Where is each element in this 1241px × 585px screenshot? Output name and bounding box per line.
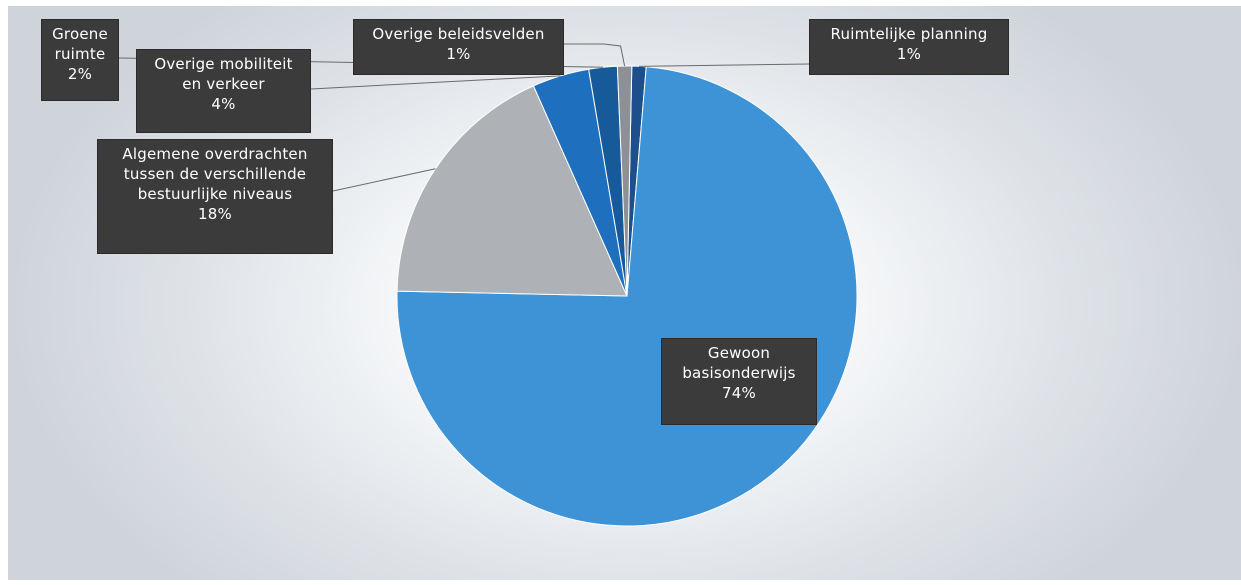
label-algemene-overdrachten: Algemene overdrachten tussen de verschil… (97, 139, 333, 254)
label-ruimtelijke-planning-name: Ruimtelijke planning (830, 25, 988, 43)
pie-slice-algemene-overdrachten (396, 85, 628, 297)
label-algemene-overdrachten-line3: bestuurlijke niveaus (137, 185, 293, 203)
label-overige-beleidsvelden-name: Overige beleidsvelden (372, 25, 545, 43)
label-overige-mobiliteit: Overige mobiliteit en verkeer 4% (136, 49, 311, 133)
leader-line-overige-beleidsvelden (564, 43, 626, 67)
chart-area: Ruimtelijke planning 1% Overige beleidsv… (8, 6, 1241, 580)
label-groene-ruimte: Groene ruimte 2% (41, 19, 119, 101)
label-overige-mobiliteit-line2: en verkeer (182, 75, 265, 93)
label-gewoon-basisonderwijs-line1: Gewoon (707, 344, 771, 362)
label-ruimtelijke-planning: Ruimtelijke planning 1% (809, 19, 1009, 75)
label-groene-ruimte-line2: ruimte (54, 45, 106, 63)
label-overige-mobiliteit-value: 4% (211, 95, 236, 113)
label-groene-ruimte-line1: Groene (52, 25, 108, 43)
label-overige-beleidsvelden-value: 1% (446, 45, 471, 63)
label-groene-ruimte-value: 2% (67, 65, 93, 83)
label-algemene-overdrachten-line2: tussen de verschillende (123, 165, 307, 183)
label-algemene-overdrachten-value: 18% (198, 205, 232, 223)
leader-line-algemene-overdrachten (332, 168, 436, 192)
leader-line-ruimtelijke-planning (639, 63, 810, 67)
label-gewoon-basisonderwijs: Gewoon basisonderwijs 74% (661, 338, 817, 425)
label-ruimtelijke-planning-value: 1% (896, 45, 922, 63)
label-overige-beleidsvelden: Overige beleidsvelden 1% (353, 19, 564, 75)
pie-slice-overige-beleidsvelden (616, 65, 633, 297)
leader-line-overige-mobiliteit (310, 75, 561, 90)
label-gewoon-basisonderwijs-line2: basisonderwijs (682, 364, 796, 382)
label-algemene-overdrachten-line1: Algemene overdrachten (122, 145, 308, 163)
label-gewoon-basisonderwijs-value: 74% (722, 384, 756, 402)
label-overige-mobiliteit-line1: Overige mobiliteit (154, 55, 293, 73)
